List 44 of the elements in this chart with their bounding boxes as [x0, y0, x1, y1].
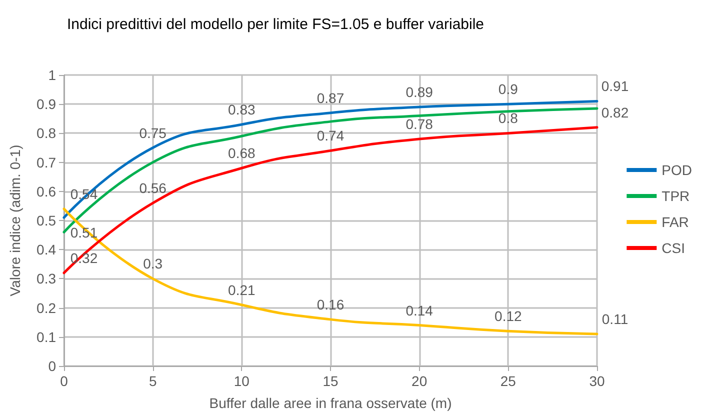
data-label: 0.74: [316, 128, 344, 144]
data-label: 0.14: [406, 302, 434, 318]
legend-label: FAR: [662, 214, 689, 230]
data-label: 0.78: [406, 116, 434, 132]
x-tick-label: 25: [500, 373, 516, 389]
y-tick-label: 0.7: [36, 154, 56, 170]
x-tick-label: 0: [60, 373, 68, 389]
data-label: 0.9: [498, 81, 518, 98]
y-tick-label: 0.6: [36, 183, 56, 200]
y-tick-label: 0.9: [36, 96, 56, 112]
data-label: 0.8: [498, 110, 518, 126]
y-axis-title: Valore indice (adim. 0-1): [7, 144, 23, 296]
y-tick-label: 0: [48, 358, 56, 374]
y-tick-label: 0.3: [36, 270, 56, 287]
y-tick-label: 0.4: [36, 242, 56, 258]
legend-label: TPR: [662, 188, 690, 204]
x-tick-label: 15: [322, 373, 338, 389]
legend-label: CSI: [662, 240, 686, 256]
x-tick-label: 10: [234, 373, 250, 389]
y-tick-label: 0.1: [36, 328, 56, 345]
y-tick-label: 0.8: [36, 125, 56, 142]
x-axis-title: Buffer dalle aree in frana osservate (m): [209, 395, 452, 411]
y-tick-label: 0.5: [36, 212, 56, 228]
data-label: 0.68: [228, 145, 256, 162]
data-label: 0.56: [139, 180, 167, 196]
data-label: 0.83: [228, 101, 256, 118]
x-tick-label: 20: [412, 373, 428, 389]
line-series: [62, 208, 598, 336]
chart-title: Indici predittivi del modello per limite FS=1.05 e buffer variabile: [67, 16, 484, 33]
legend-label: POD: [662, 162, 692, 178]
data-label: 0.82: [601, 104, 629, 120]
data-label: 0.21: [228, 282, 256, 298]
x-tick-label: 5: [148, 373, 157, 389]
data-label: 0.3: [143, 256, 163, 272]
data-label: 0.11: [602, 310, 628, 327]
data-label: 0.16: [316, 296, 344, 312]
y-tick-label: 0.2: [36, 300, 56, 316]
data-label: 0.12: [494, 308, 522, 324]
data-label: 0.75: [139, 124, 167, 141]
data-label: 0.87: [316, 90, 344, 106]
x-tick-label: 30: [589, 373, 605, 389]
data-label: 0.89: [406, 84, 434, 100]
data-label: 0.91: [601, 78, 629, 94]
y-tick-label: 1: [48, 67, 56, 83]
